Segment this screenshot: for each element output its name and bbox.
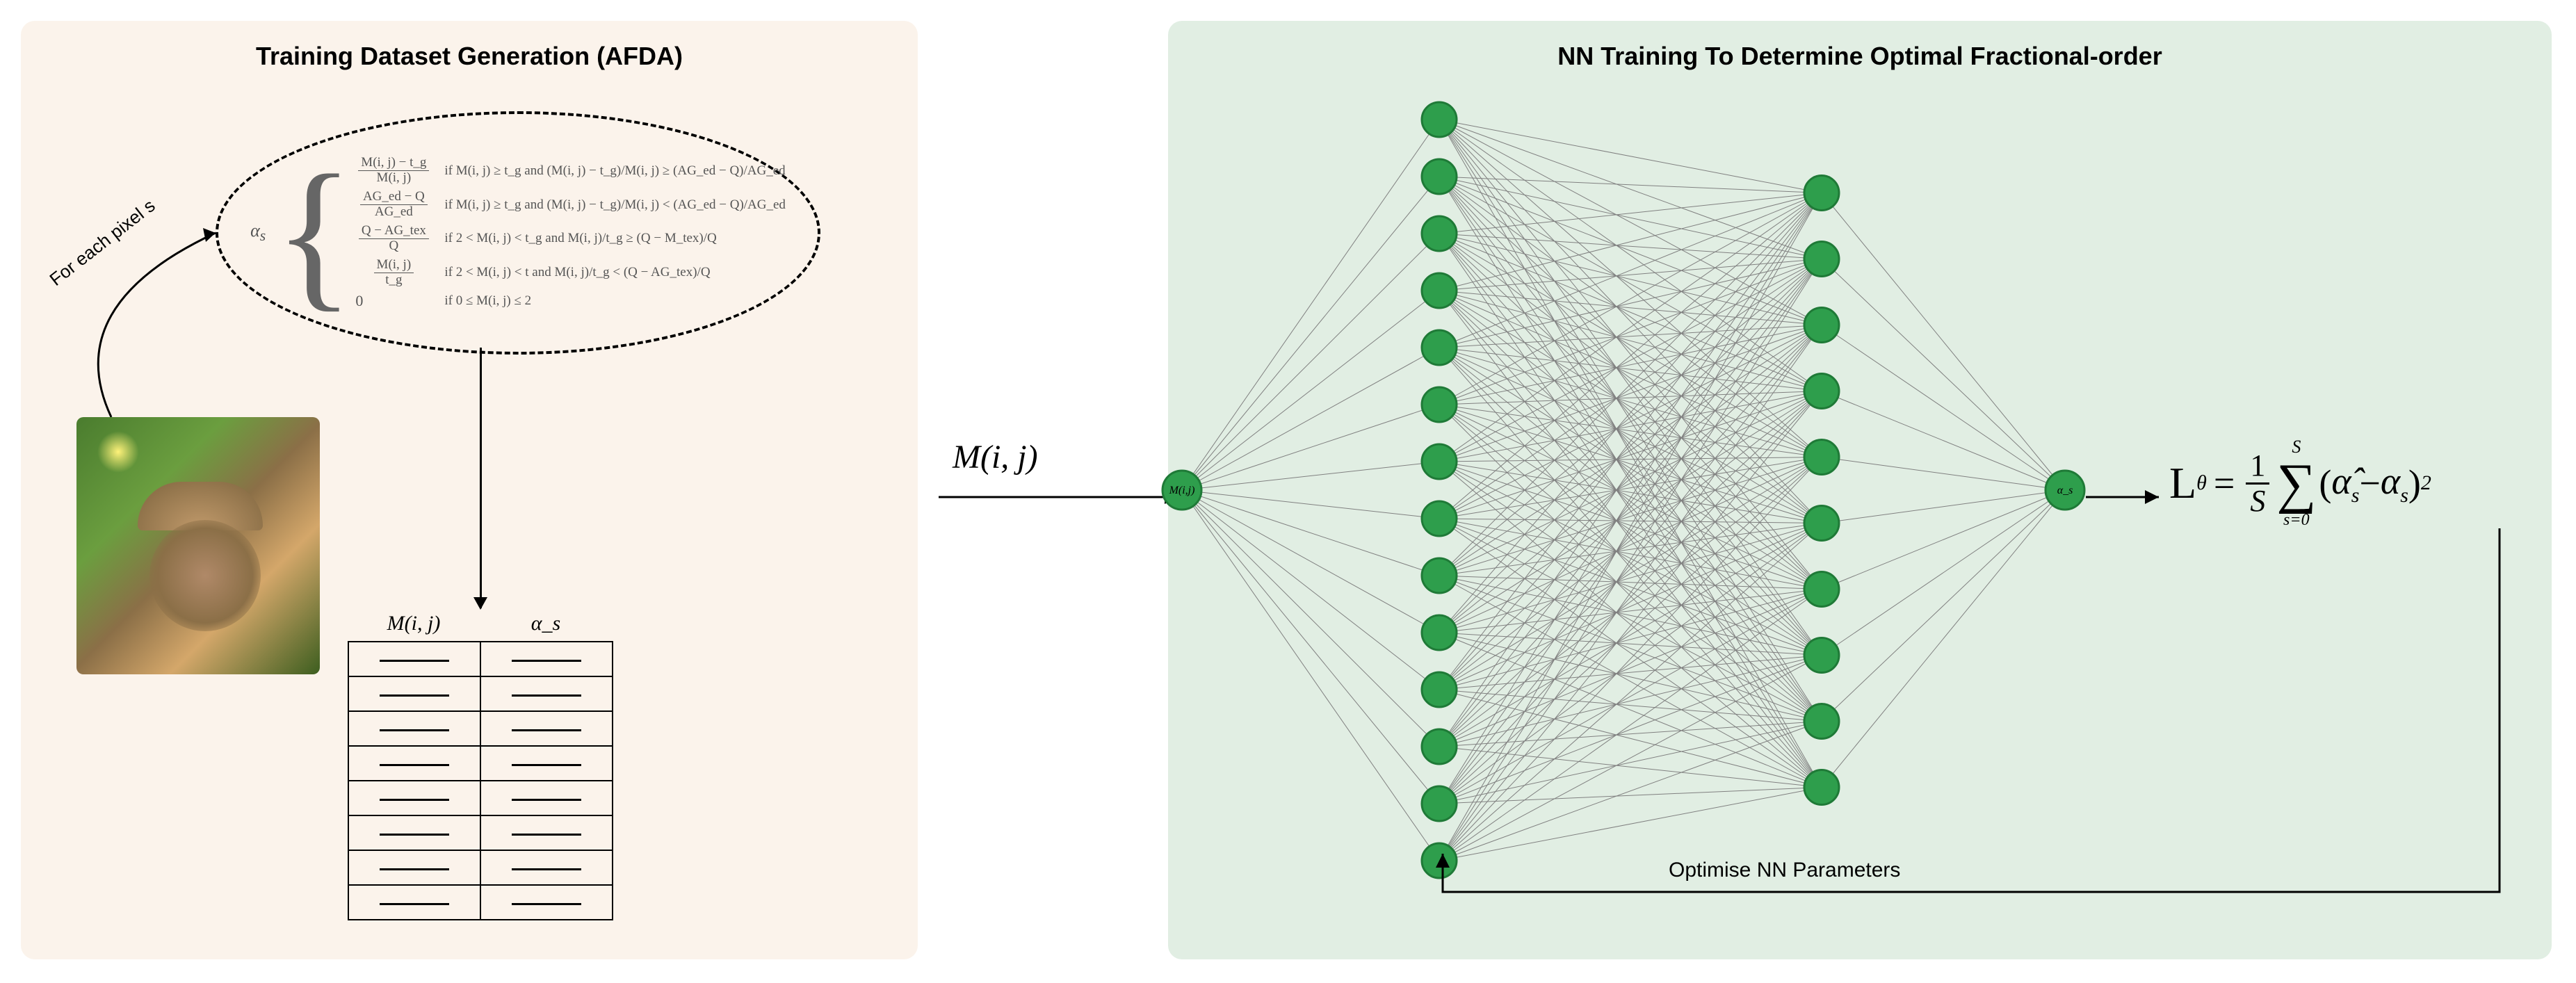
svg-text:α_s: α_s — [2057, 485, 2073, 496]
minus-sign: − — [2359, 462, 2380, 505]
eq-sign: = — [2214, 462, 2235, 505]
alpha-true: α — [2381, 460, 2400, 502]
feedback-arrow-icon — [1425, 847, 2510, 923]
alpha-hat-sub: s — [2351, 483, 2360, 506]
frac-num: 1 — [2246, 449, 2269, 485]
loss-theta: θ — [2196, 471, 2207, 495]
output-arrow-icon — [2086, 483, 2176, 511]
one-over-S: 1 S — [2246, 449, 2269, 518]
loss-equation: Lθ = 1 S S ∑ s=0 ( α̂s − αs )2 — [2169, 438, 2431, 528]
sigma-symbol: ∑ — [2276, 456, 2316, 512]
loss-down-arrow-icon — [2493, 528, 2513, 855]
alpha-hat: α̂ — [2331, 460, 2351, 502]
svg-text:M(i,j): M(i,j) — [1169, 485, 1195, 496]
frac-den: S — [2246, 485, 2269, 518]
close-paren: ) — [2408, 462, 2421, 505]
sigma-sum: S ∑ s=0 — [2276, 438, 2316, 528]
feedback-label: Optimise NN Parameters — [1669, 859, 1900, 882]
sigma-bottom: s=0 — [2283, 512, 2310, 528]
alpha-true-sub: s — [2400, 483, 2408, 506]
open-paren: ( — [2319, 462, 2331, 505]
squared: 2 — [2421, 471, 2431, 495]
loss-L: L — [2169, 457, 2196, 509]
